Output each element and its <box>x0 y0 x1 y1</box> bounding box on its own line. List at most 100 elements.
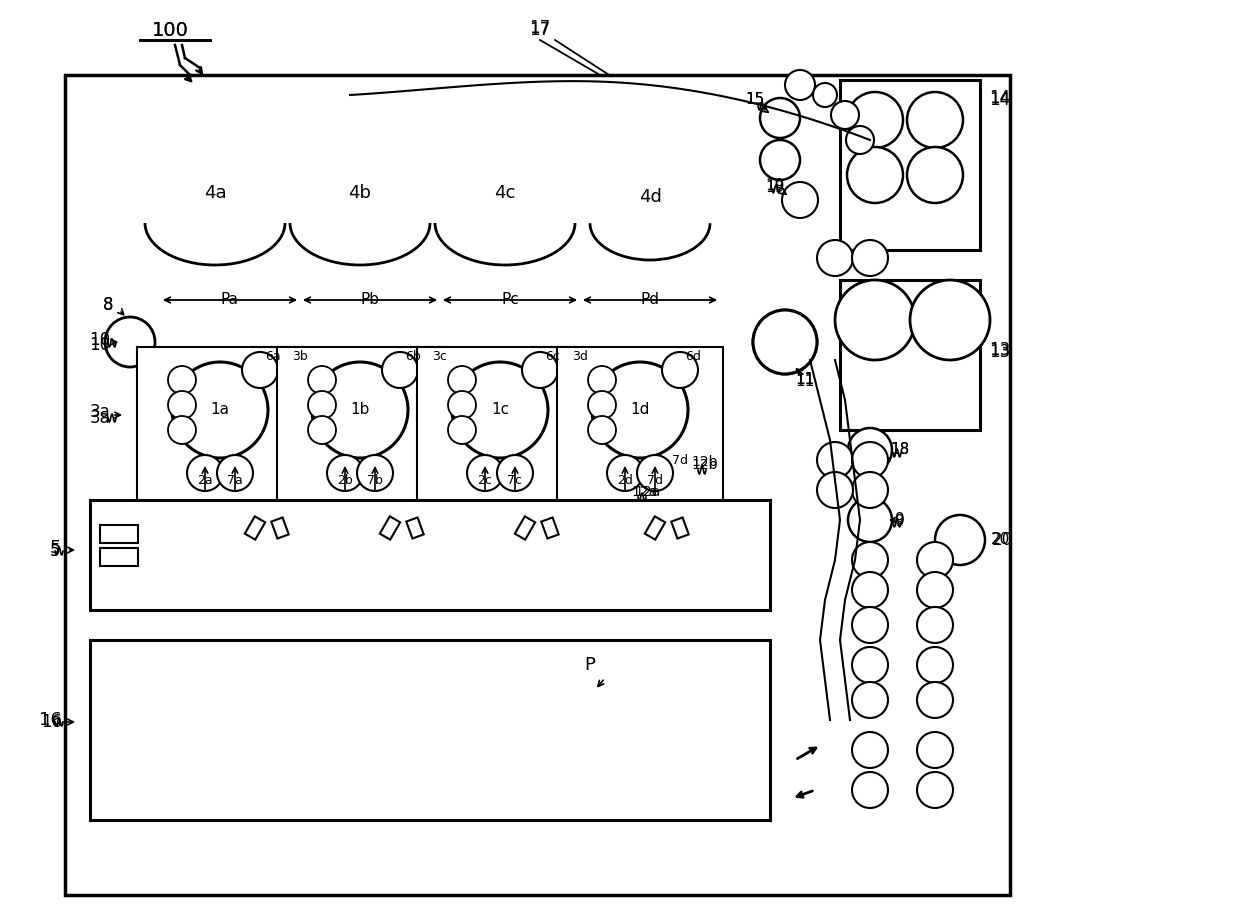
Circle shape <box>589 416 616 444</box>
Circle shape <box>852 240 888 276</box>
Text: 2b: 2b <box>337 473 353 486</box>
Polygon shape <box>380 516 400 540</box>
Text: 1a: 1a <box>211 402 229 417</box>
Text: 4c: 4c <box>494 184 515 202</box>
Text: 100: 100 <box>151 20 188 40</box>
Bar <box>840 80 980 250</box>
Circle shape <box>753 310 817 374</box>
Circle shape <box>357 455 393 491</box>
Circle shape <box>242 352 278 388</box>
Circle shape <box>753 310 817 374</box>
Text: 1b: 1b <box>351 402 369 417</box>
Circle shape <box>169 391 196 419</box>
Circle shape <box>309 366 336 394</box>
Circle shape <box>382 352 418 388</box>
Text: 12b: 12b <box>691 458 719 472</box>
Bar <box>100 548 138 566</box>
Circle shape <box>813 83 838 107</box>
Circle shape <box>817 472 852 508</box>
Circle shape <box>327 455 363 491</box>
Text: 1c: 1c <box>491 402 509 417</box>
Text: 12b: 12b <box>691 455 719 469</box>
Circle shape <box>449 416 476 444</box>
Circle shape <box>169 416 196 444</box>
Circle shape <box>917 572 953 608</box>
Text: 7a: 7a <box>227 473 243 486</box>
Circle shape <box>917 682 953 718</box>
Circle shape <box>637 455 673 491</box>
Text: 17: 17 <box>529 19 550 37</box>
Circle shape <box>662 352 698 388</box>
Text: 6d: 6d <box>685 351 701 364</box>
Bar <box>840 280 980 430</box>
Text: 1d: 1d <box>631 402 649 417</box>
Circle shape <box>917 732 953 768</box>
Circle shape <box>452 362 548 458</box>
Circle shape <box>172 362 268 458</box>
Polygon shape <box>672 518 689 538</box>
Text: 11: 11 <box>795 375 814 390</box>
Text: 7d: 7d <box>647 473 663 486</box>
Text: 12a: 12a <box>634 485 662 499</box>
Circle shape <box>847 498 892 542</box>
Bar <box>90 640 769 820</box>
Bar <box>558 347 724 508</box>
Text: 7b: 7b <box>367 473 383 486</box>
Circle shape <box>852 542 888 578</box>
Text: 6b: 6b <box>405 351 421 364</box>
Circle shape <box>852 442 888 478</box>
Circle shape <box>917 772 953 808</box>
Text: 14: 14 <box>990 91 1011 109</box>
Circle shape <box>309 391 336 419</box>
Text: 13: 13 <box>990 341 1011 359</box>
Text: 2d: 2d <box>617 473 633 486</box>
Circle shape <box>786 70 815 100</box>
Circle shape <box>917 607 953 643</box>
Circle shape <box>917 542 953 578</box>
Circle shape <box>847 92 903 148</box>
Circle shape <box>847 147 903 203</box>
Circle shape <box>449 366 476 394</box>
Text: 3c: 3c <box>432 351 447 364</box>
Text: Pa: Pa <box>221 293 239 307</box>
Circle shape <box>909 280 990 360</box>
Text: 18: 18 <box>891 442 909 458</box>
Circle shape <box>760 140 800 180</box>
Text: 15: 15 <box>746 92 764 107</box>
Circle shape <box>852 682 888 718</box>
Text: 2a: 2a <box>197 473 213 486</box>
Text: 8: 8 <box>103 296 113 314</box>
Text: 19: 19 <box>766 177 784 193</box>
Text: 11: 11 <box>795 373 814 388</box>
Text: 4a: 4a <box>203 184 227 202</box>
Circle shape <box>846 126 873 154</box>
Polygon shape <box>541 518 559 538</box>
Circle shape <box>589 391 616 419</box>
Circle shape <box>105 317 155 367</box>
Text: 7c: 7c <box>508 473 523 486</box>
Circle shape <box>831 101 859 129</box>
Circle shape <box>169 366 196 394</box>
Text: 12a: 12a <box>632 485 658 499</box>
Text: 5: 5 <box>50 542 61 560</box>
Circle shape <box>907 92 963 148</box>
Text: 5: 5 <box>50 539 61 557</box>
Bar <box>100 525 138 543</box>
Circle shape <box>852 772 888 808</box>
Circle shape <box>847 428 892 472</box>
Text: 18: 18 <box>891 442 909 458</box>
Text: Pb: Pb <box>361 293 379 307</box>
Text: 16: 16 <box>38 711 62 729</box>
Polygon shape <box>644 516 665 540</box>
Circle shape <box>187 455 223 491</box>
Circle shape <box>592 362 688 458</box>
Bar <box>64 75 1010 895</box>
Text: 17: 17 <box>529 21 550 39</box>
Text: 20: 20 <box>991 531 1012 549</box>
Circle shape <box>497 455 533 491</box>
Circle shape <box>312 362 408 458</box>
Circle shape <box>917 647 953 683</box>
Text: 20: 20 <box>990 533 1010 547</box>
Circle shape <box>907 147 963 203</box>
Text: 100: 100 <box>151 20 188 40</box>
